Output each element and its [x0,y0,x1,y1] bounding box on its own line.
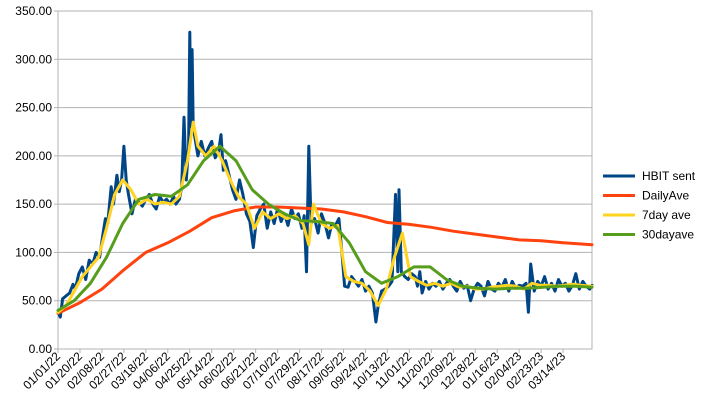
legend-label: 7day ave [642,208,691,222]
y-tick-label: 300.00 [15,52,52,66]
legend: HBIT sent DailyAve 7day ave 30dayave [603,169,696,242]
legend-label: DailyAve [642,189,689,203]
y-tick-label: 50.00 [22,294,52,308]
legend-label: HBIT sent [642,169,696,183]
series-line-dailyave [56,205,594,315]
y-tick-label: 200.00 [15,149,52,163]
y-axis-tick-labels: 0.00 50.00 100.00 150.00 200.00 250.00 300.00 3… [15,4,52,356]
y-tick-label: 150.00 [15,197,52,211]
plot-area-border [57,10,593,350]
y-tick-label: 0.00 [29,342,53,356]
series-line-7day-ave [56,120,594,314]
y-tick-label: 100.00 [15,245,52,259]
legend-label: 30dayave [642,228,694,242]
series-line-30dayave [56,144,594,312]
y-tick-label: 350.00 [15,4,52,18]
y-tick-label: 250.00 [15,101,52,115]
series-layer [56,30,594,324]
x-axis-tick-labels: 01/01/2201/20/2202/08/2202/27/2203/18/22… [20,349,568,392]
